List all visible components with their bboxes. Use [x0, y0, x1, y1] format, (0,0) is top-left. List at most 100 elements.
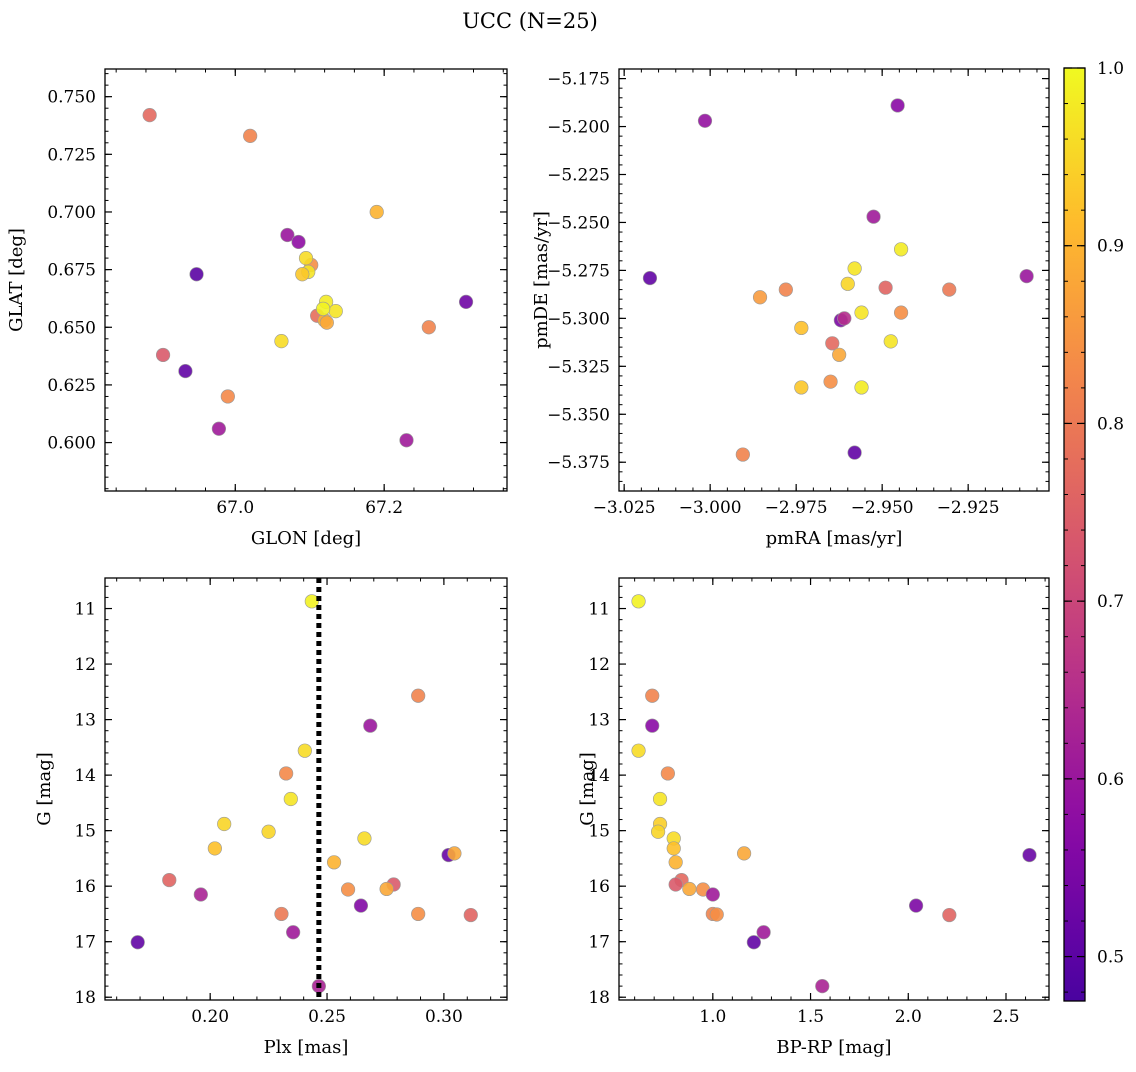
x-tick-label: −3.000	[679, 498, 742, 518]
data-point	[709, 907, 724, 922]
x-tick-label: 1.0	[699, 1007, 726, 1027]
data-point	[890, 98, 905, 113]
data-point	[178, 363, 193, 379]
y-tick-label: 0.625	[47, 376, 96, 396]
y-tick-label: 0.700	[47, 203, 96, 223]
data-point	[794, 320, 809, 336]
data-point	[286, 925, 301, 940]
x-tick-label: 1.5	[797, 1007, 824, 1027]
x-tick-label: −2.975	[765, 498, 828, 518]
colorbar-tick-label: 0.5	[1097, 948, 1124, 968]
scatter-points	[642, 98, 1034, 462]
data-point	[463, 907, 478, 923]
x-tick-label: 2.5	[992, 1007, 1019, 1027]
scatter-points	[631, 594, 1037, 994]
y-tick-label: −5.350	[547, 405, 610, 425]
data-point	[357, 831, 372, 846]
data-point	[746, 935, 761, 950]
data-point	[411, 906, 426, 922]
data-point	[893, 242, 909, 257]
y-axis-label: G [mag]	[577, 752, 598, 825]
data-point	[942, 907, 957, 923]
x-tick-label: 67.2	[365, 498, 403, 518]
data-point	[642, 270, 658, 286]
colorbar-tick-label: 1.0	[1097, 59, 1124, 79]
data-point	[274, 906, 289, 922]
plot-frame	[104, 68, 508, 492]
data-point	[1022, 847, 1037, 863]
y-tick-label: 16	[74, 877, 96, 897]
panel-plx-g: 0.20 0.25 0.30 11 12 13 14 15 16 17 18 Plx [mas] G […	[34, 577, 508, 1058]
data-point	[705, 887, 720, 902]
y-tick-label: −5.200	[547, 118, 610, 138]
y-tick-label: 0.600	[47, 434, 96, 454]
data-point	[878, 280, 893, 295]
y-tick-label: 14	[588, 766, 610, 786]
x-tick-label: −2.925	[937, 498, 1000, 518]
data-point	[369, 204, 384, 220]
data-point	[697, 113, 713, 128]
data-point	[660, 766, 675, 781]
x-axis-label: Plx [mas]	[264, 1037, 349, 1058]
x-tick-label: 0.25	[308, 1007, 346, 1027]
data-point	[297, 743, 312, 758]
data-point	[668, 877, 683, 892]
data-point	[631, 594, 646, 609]
data-point	[280, 227, 295, 243]
y-tick-label: −5.300	[547, 309, 610, 329]
x-tick-label: 67.0	[216, 498, 254, 518]
y-tick-label: −5.325	[547, 357, 610, 377]
colorbar: 0.5 0.6 0.7 0.8 0.9 1.0	[1063, 59, 1124, 1002]
colorbar-frame	[1063, 67, 1086, 1002]
data-point	[189, 267, 204, 282]
data-point	[326, 855, 342, 870]
y-tick-label: 13	[588, 711, 610, 731]
y-tick-label: 12	[588, 655, 610, 675]
data-point	[908, 898, 924, 913]
y-tick-label: −5.225	[547, 166, 610, 186]
x-axis-label: GLON [deg]	[251, 528, 361, 549]
data-point	[316, 301, 331, 316]
data-point	[840, 276, 855, 291]
y-tick-label: 12	[74, 655, 96, 675]
x-tick-label: 0.30	[425, 1007, 463, 1027]
y-tick-label: 0.675	[47, 261, 96, 281]
data-point	[379, 881, 394, 897]
y-axis-label: GLAT [deg]	[6, 228, 27, 332]
data-point	[411, 688, 426, 703]
colorbar-tick-label: 0.6	[1097, 770, 1124, 790]
data-point	[942, 282, 957, 297]
y-tick-label: 17	[588, 933, 610, 953]
data-point	[211, 421, 226, 436]
data-point	[837, 311, 852, 326]
data-point	[291, 234, 306, 250]
y-tick-label: 18	[74, 988, 96, 1008]
y-tick-label: 18	[588, 988, 610, 1008]
panel-bprp-g: 1.0 1.5 2.0 2.5 11 12 13 14 15 16 17 18 BP-RP [mag] G…	[577, 577, 1050, 1058]
colorbar-gradient	[1064, 68, 1085, 1001]
colorbar-tick-label: 0.9	[1097, 237, 1124, 257]
data-point	[668, 855, 683, 870]
y-tick-label: 0.725	[47, 145, 96, 165]
data-point	[328, 304, 343, 319]
y-axis-label: G [mag]	[34, 752, 55, 825]
data-point	[666, 841, 681, 856]
data-point	[340, 882, 356, 897]
data-point	[319, 315, 334, 330]
y-tick-label: 0.650	[47, 318, 96, 338]
data-point	[631, 743, 646, 758]
y-tick-label: 14	[74, 766, 96, 786]
data-point	[130, 935, 145, 950]
colorbar-tick-label: 0.7	[1097, 592, 1124, 612]
data-point	[736, 846, 752, 861]
data-point	[217, 816, 232, 832]
x-axis-label: pmRA [mas/yr]	[766, 528, 903, 549]
data-point	[243, 128, 258, 143]
figure-title: UCC (N=25)	[462, 9, 598, 33]
y-tick-label: 0.750	[47, 88, 96, 108]
data-point	[735, 447, 750, 462]
data-point	[825, 336, 840, 351]
plot-frame	[618, 577, 1050, 1001]
data-point	[883, 334, 898, 349]
